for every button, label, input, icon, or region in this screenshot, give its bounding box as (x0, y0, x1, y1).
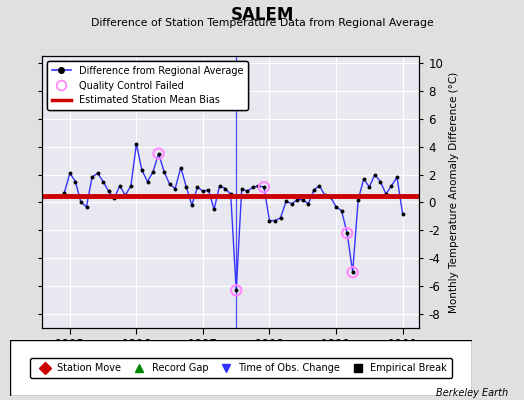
Point (288, 201, 296, 207)
Point (254, 182, 263, 189)
Point (359, 176, 368, 182)
Point (321, 192, 329, 199)
Point (343, 230, 351, 236)
Point (66, 170, 74, 176)
Point (199, 188, 207, 194)
Point (144, 178, 152, 185)
Point (160, 168, 168, 175)
Point (104, 188, 113, 194)
Legend: Difference from Regional Average, Quality Control Failed, Estimated Station Mean: Difference from Regional Average, Qualit… (47, 61, 248, 110)
Point (271, 217, 279, 224)
Point (155, 150, 163, 157)
Point (387, 182, 396, 189)
Point (370, 171, 379, 178)
Point (299, 196, 307, 203)
Point (354, 196, 363, 203)
Point (237, 185, 246, 192)
Point (326, 194, 335, 200)
Point (315, 182, 324, 189)
Legend: Station Move, Record Gap, Time of Obs. Change, Empirical Break: Station Move, Record Gap, Time of Obs. C… (30, 358, 452, 378)
Point (88, 174, 96, 180)
Point (149, 168, 157, 175)
Point (138, 167, 146, 174)
Text: Berkeley Earth: Berkeley Earth (436, 388, 508, 398)
Point (204, 187, 213, 193)
Point (221, 185, 230, 192)
Point (382, 191, 390, 197)
Point (265, 217, 274, 224)
Point (310, 187, 318, 193)
Point (121, 192, 129, 199)
Point (226, 191, 235, 197)
Point (188, 202, 196, 208)
Point (348, 269, 357, 276)
Point (177, 164, 185, 171)
Point (171, 185, 179, 192)
Y-axis label: Monthly Temperature Anomaly Difference (°C): Monthly Temperature Anomaly Difference (… (449, 71, 458, 313)
Point (110, 195, 118, 202)
Point (155, 150, 163, 157)
Point (393, 174, 401, 180)
Point (365, 184, 374, 190)
Point (60, 190, 69, 196)
Point (232, 287, 241, 294)
Point (232, 287, 241, 294)
Point (337, 208, 346, 214)
Point (260, 184, 268, 190)
Point (282, 198, 290, 204)
Text: SALEM: SALEM (231, 6, 293, 24)
Text: Difference of Station Temperature Data from Regional Average: Difference of Station Temperature Data f… (91, 18, 433, 28)
Point (99, 178, 107, 185)
Point (376, 178, 385, 185)
Point (215, 182, 224, 189)
Point (193, 184, 202, 190)
Point (343, 230, 351, 236)
Point (348, 269, 357, 276)
Point (293, 196, 301, 203)
Point (77, 199, 85, 206)
FancyBboxPatch shape (10, 340, 472, 396)
Point (249, 184, 257, 190)
Point (82, 204, 91, 210)
Point (127, 182, 135, 189)
Point (276, 215, 285, 221)
Point (116, 182, 124, 189)
Point (304, 201, 312, 207)
Point (243, 188, 252, 194)
Point (182, 184, 191, 190)
Point (260, 184, 268, 190)
Point (210, 206, 219, 213)
Point (93, 170, 102, 176)
Point (71, 178, 80, 185)
Point (166, 181, 174, 188)
Point (132, 141, 140, 147)
Point (332, 204, 340, 210)
Point (398, 210, 407, 217)
